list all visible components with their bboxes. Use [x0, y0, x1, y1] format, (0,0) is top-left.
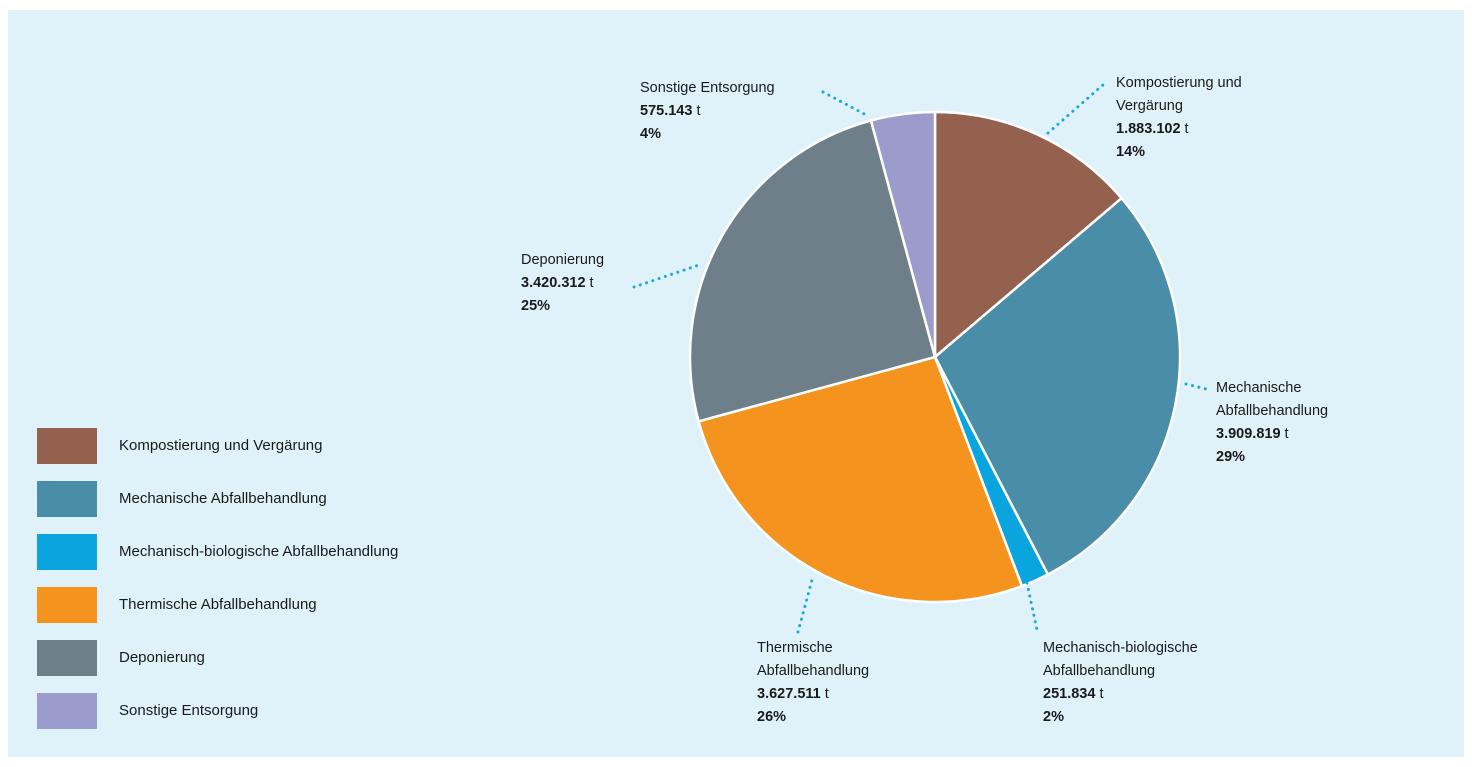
legend-label: Mechanisch-biologische Abfallbehandlung [119, 543, 399, 560]
legend-swatch [37, 428, 97, 464]
callout-category-line: Abfallbehandlung [1043, 663, 1156, 679]
callout-value: 3.420.312 [521, 275, 586, 291]
legend-item-deponierung: Deponierung [37, 640, 477, 676]
callout-category-line: Mechanische [1216, 380, 1302, 396]
callout-percent: 4% [640, 126, 661, 142]
callout-unit: t [696, 103, 701, 119]
callout-value: 251.834 [1043, 686, 1096, 702]
callout-value: 3.627.511 [757, 686, 821, 702]
callout-value: 575.143 [640, 103, 693, 119]
pie-slice-kompostierung [933, 110, 1123, 359]
leader-line-kompostierung [1046, 82, 1106, 135]
callout-percent: 29% [1216, 449, 1246, 465]
pie-slice-thermische [697, 355, 1024, 604]
pie-slices [688, 110, 1182, 604]
callout-category-line: Sonstige Entsorgung [640, 80, 775, 96]
callout-category-line: Mechanisch-biologische [1043, 640, 1198, 656]
callout-category-line: Vergärung [1116, 98, 1183, 114]
callout-value: 1.883.102 [1116, 121, 1181, 137]
pie-slice-mechanische [933, 196, 1182, 576]
legend-item-mechanisch-biologische: Mechanisch-biologische Abfallbehandlung [37, 534, 477, 570]
callout-category-line: Deponierung [521, 252, 605, 268]
callout-thermische: Thermische Abfallbehandlung 3.627.511 t … [757, 637, 869, 729]
leader-lines [632, 82, 1208, 634]
callout-unit: t [824, 686, 829, 702]
callout-percent: 26% [757, 709, 787, 725]
callout-mechanisch-biologische: Mechanisch-biologische Abfallbehandlung … [1043, 637, 1198, 729]
legend-label: Sonstige Entsorgung [119, 702, 259, 719]
legend-label: Deponierung [119, 649, 205, 666]
callout-percent: 14% [1116, 144, 1146, 160]
callout-kompostierung: Kompostierung und Vergärung 1.883.102 t … [1116, 72, 1242, 164]
callout-sonstige: Sonstige Entsorgung 575.143 t 4% [640, 77, 775, 146]
leader-line-deponierung [632, 262, 704, 289]
legend-item-thermische: Thermische Abfallbehandlung [37, 587, 477, 623]
callout-mechanische: Mechanische Abfallbehandlung 3.909.819 t… [1216, 377, 1328, 469]
callout-category-line: Thermische [757, 640, 833, 656]
leader-line-mechanische [1184, 382, 1208, 391]
callout-deponierung: Deponierung 3.420.312 t 25% [521, 249, 604, 318]
callout-category-line: Kompostierung und [1116, 75, 1242, 91]
callout-category-line: Abfallbehandlung [1216, 403, 1329, 419]
legend-swatch [37, 640, 97, 676]
pie-slice-sonstige [869, 110, 937, 359]
pie-slice-deponierung [688, 119, 937, 423]
legend-item-mechanische: Mechanische Abfallbehandlung [37, 481, 477, 517]
legend-label: Mechanische Abfallbehandlung [119, 490, 327, 507]
callout-unit: t [1099, 686, 1104, 702]
legend-item-sonstige: Sonstige Entsorgung [37, 693, 477, 729]
callout-unit: t [1284, 426, 1289, 442]
leader-line-mechanisch-biologische [1025, 581, 1039, 632]
callout-category-line: Abfallbehandlung [757, 663, 870, 679]
legend-swatch [37, 534, 97, 570]
leader-line-sonstige [821, 90, 870, 118]
leader-line-thermische [796, 578, 814, 634]
callout-unit: t [1184, 121, 1189, 137]
legend-swatch [37, 693, 97, 729]
callout-value: 3.909.819 [1216, 426, 1281, 442]
legend-label: Thermische Abfallbehandlung [119, 596, 317, 613]
legend-item-kompostierung: Kompostierung und Vergärung [37, 428, 477, 464]
callout-percent: 2% [1043, 709, 1064, 725]
legend-swatch [37, 587, 97, 623]
callout-percent: 25% [521, 298, 551, 314]
legend-swatch [37, 481, 97, 517]
callout-unit: t [589, 275, 594, 291]
legend-label: Kompostierung und Vergärung [119, 437, 323, 454]
